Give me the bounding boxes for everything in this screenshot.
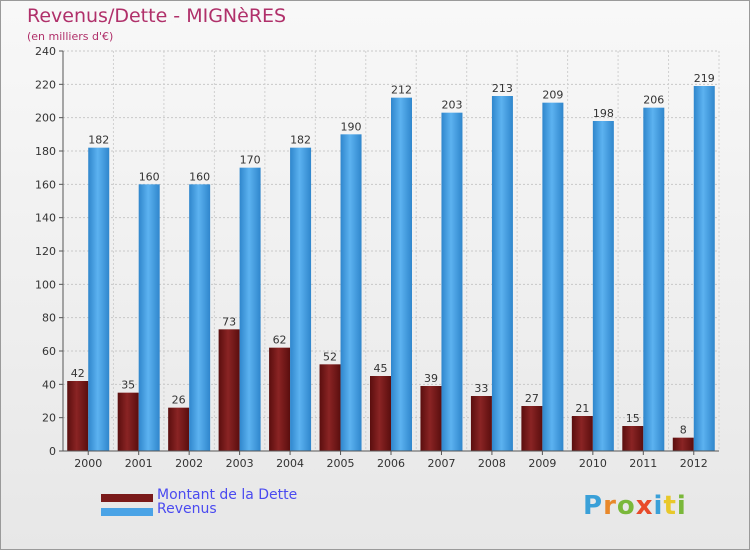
data-label-revenus: 213 [492,82,513,95]
y-tick-label: 140 [35,212,56,225]
bar-revenus [592,121,614,451]
y-tick-label: 100 [35,278,56,291]
y-tick-label: 240 [35,45,56,58]
bar-dette [370,376,391,451]
x-tick-label: 2008 [478,457,506,470]
data-label-dette: 8 [680,424,687,437]
y-tick-label: 80 [42,312,56,325]
data-label-revenus: 198 [593,107,614,120]
y-tick-label: 220 [35,78,56,91]
data-label-revenus: 209 [542,89,563,102]
y-tick-label: 40 [42,378,56,391]
bar-dette [622,426,644,451]
y-tick-label: 180 [35,145,56,158]
x-tick-label: 2001 [125,457,153,470]
data-label-revenus: 206 [643,94,664,107]
x-tick-label: 2003 [226,457,254,470]
data-label-dette: 45 [374,362,388,375]
x-tick-label: 2000 [74,457,102,470]
bar-dette [470,396,492,451]
data-label-revenus: 160 [189,170,210,183]
x-tick-label: 2006 [377,457,405,470]
logo-letter: o [616,491,636,521]
bar-dette [67,381,89,451]
data-label-dette: 26 [172,394,186,407]
y-tick-label: 120 [35,245,56,258]
bar-dette [420,386,442,451]
data-label-revenus: 212 [391,84,412,97]
x-tick-label: 2002 [175,457,203,470]
data-label-revenus: 170 [240,154,261,167]
x-tick-label: 2005 [327,457,355,470]
bar-dette [521,406,543,451]
data-label-dette: 39 [424,372,438,385]
bar-revenus [88,147,110,451]
bar-revenus [693,86,715,451]
data-label-dette: 33 [474,382,488,395]
bar-revenus [391,97,412,452]
data-label-revenus: 182 [290,134,311,147]
data-label-dette: 27 [525,392,539,405]
bar-revenus [290,147,312,451]
logo-letter: P [583,491,604,521]
y-tick-label: 60 [42,345,56,358]
legend-label-dette: Montant de la Dette [157,487,298,503]
data-label-revenus: 190 [341,120,362,133]
bar-revenus [138,184,160,452]
bar-dette [571,416,593,451]
bar-dette [218,329,240,451]
chart-title: Revenus/Dette - MIGNèRES [27,5,287,27]
logo-letter: i [676,491,687,521]
bar-revenus [491,96,513,451]
x-tick-label: 2012 [680,457,708,470]
data-label-dette: 73 [222,315,236,328]
bar-dette [168,407,190,451]
chart-subtitle: (en milliers d'€) [27,30,114,43]
data-label-dette: 62 [273,334,287,347]
legend-label-revenus: Revenus [157,501,217,517]
bar-revenus [340,134,362,452]
logo-letter: i [653,491,664,521]
x-tick-label: 2004 [276,457,304,470]
data-label-revenus: 203 [441,99,462,112]
data-label-dette: 42 [71,367,85,380]
y-tick-label: 160 [35,178,56,191]
legend-swatch-dette [101,494,153,502]
bar-dette [269,347,291,451]
proxiti-logo: Proxiti [583,491,687,521]
data-label-revenus: 160 [139,170,160,183]
bar-revenus [441,112,463,452]
bar-revenus [643,107,665,452]
logo-letter: t [663,491,677,521]
data-label-revenus: 219 [694,72,715,85]
x-tick-label: 2011 [629,457,657,470]
x-tick-label: 2009 [528,457,556,470]
y-tick-label: 200 [35,112,56,125]
data-label-revenus: 182 [88,134,109,147]
bar-dette [672,437,694,451]
data-label-dette: 52 [323,350,337,363]
logo-letter: r [603,491,617,521]
bar-revenus [239,167,261,451]
bar-revenus [542,102,564,452]
y-tick-label: 20 [42,412,56,425]
legend-swatch-revenus [101,508,153,516]
data-label-dette: 21 [575,402,589,415]
x-tick-label: 2007 [427,457,455,470]
logo-letter: x [635,491,654,521]
y-tick-label: 0 [49,445,56,458]
bar-revenus [189,184,211,452]
data-label-dette: 35 [121,379,135,392]
x-tick-label: 2010 [579,457,607,470]
bar-dette [319,364,341,451]
data-label-dette: 15 [626,412,640,425]
bar-dette [117,392,139,451]
